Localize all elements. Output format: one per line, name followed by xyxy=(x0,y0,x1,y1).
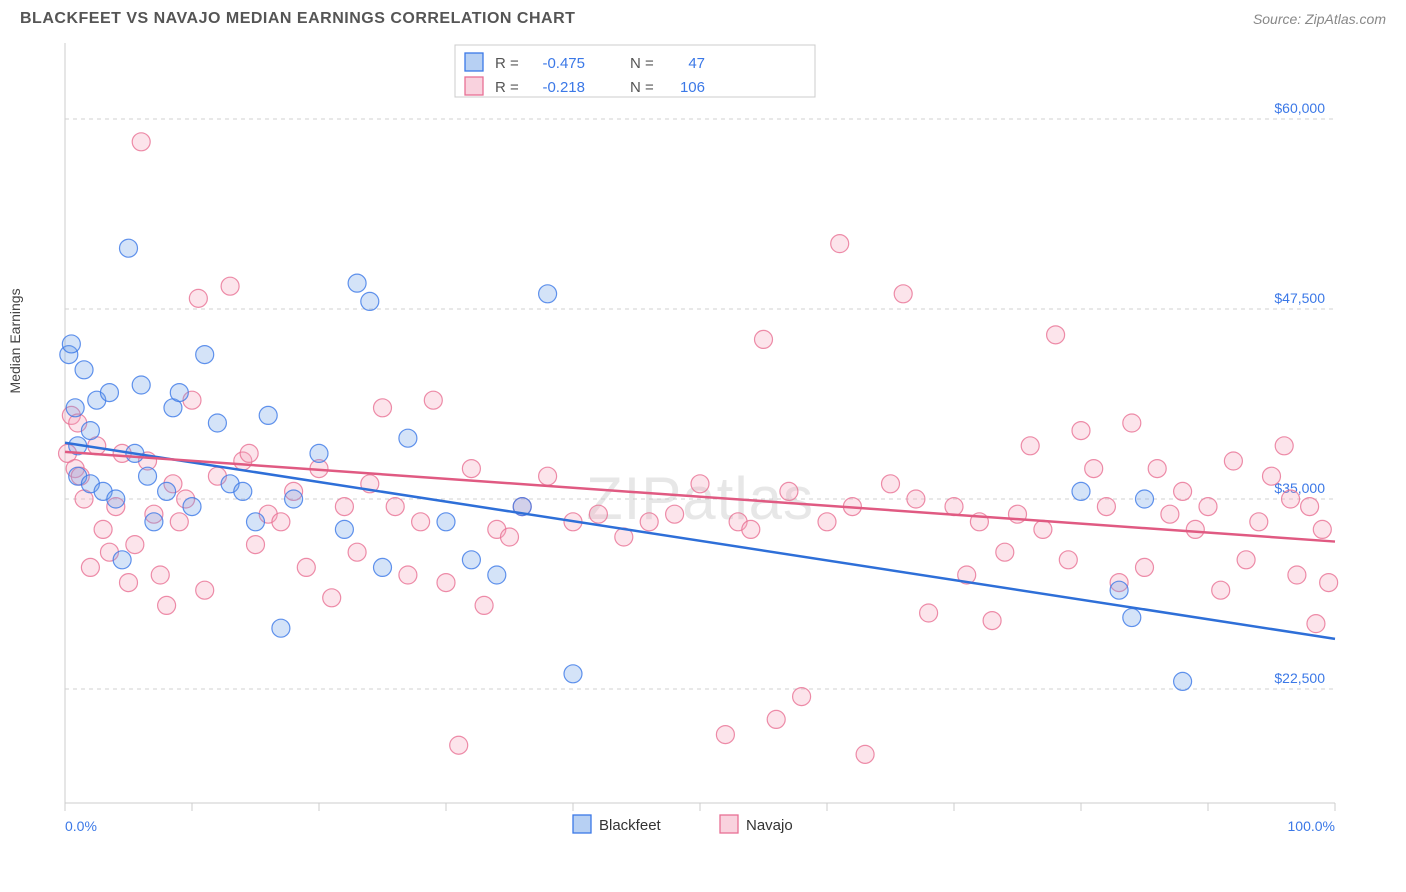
svg-text:-0.475: -0.475 xyxy=(542,55,585,72)
chart-area: Median Earnings $22,500$35,000$47,500$60… xyxy=(20,33,1386,843)
svg-text:$22,500: $22,500 xyxy=(1274,670,1325,686)
svg-text:R =: R = xyxy=(495,79,519,96)
svg-text:Blackfeet: Blackfeet xyxy=(599,817,662,834)
svg-text:$47,500: $47,500 xyxy=(1274,290,1325,306)
svg-text:100.0%: 100.0% xyxy=(1288,818,1335,834)
svg-text:N =: N = xyxy=(630,55,654,72)
chart-header: BLACKFEET VS NAVAJO MEDIAN EARNINGS CORR… xyxy=(0,0,1406,33)
svg-text:$35,000: $35,000 xyxy=(1274,480,1325,496)
svg-text:-0.218: -0.218 xyxy=(542,79,585,96)
scatter-chart: $22,500$35,000$47,500$60,0000.0%100.0%ZI… xyxy=(20,33,1386,843)
svg-text:0.0%: 0.0% xyxy=(65,818,97,834)
svg-text:N =: N = xyxy=(630,79,654,96)
chart-source: Source: ZipAtlas.com xyxy=(1253,11,1386,27)
chart-title: BLACKFEET VS NAVAJO MEDIAN EARNINGS CORR… xyxy=(20,10,575,28)
svg-text:Navajo: Navajo xyxy=(746,817,793,834)
svg-text:R =: R = xyxy=(495,55,519,72)
svg-text:47: 47 xyxy=(688,55,705,72)
y-axis-label: Median Earnings xyxy=(7,288,23,393)
svg-text:106: 106 xyxy=(680,79,705,96)
svg-text:$60,000: $60,000 xyxy=(1274,100,1325,116)
